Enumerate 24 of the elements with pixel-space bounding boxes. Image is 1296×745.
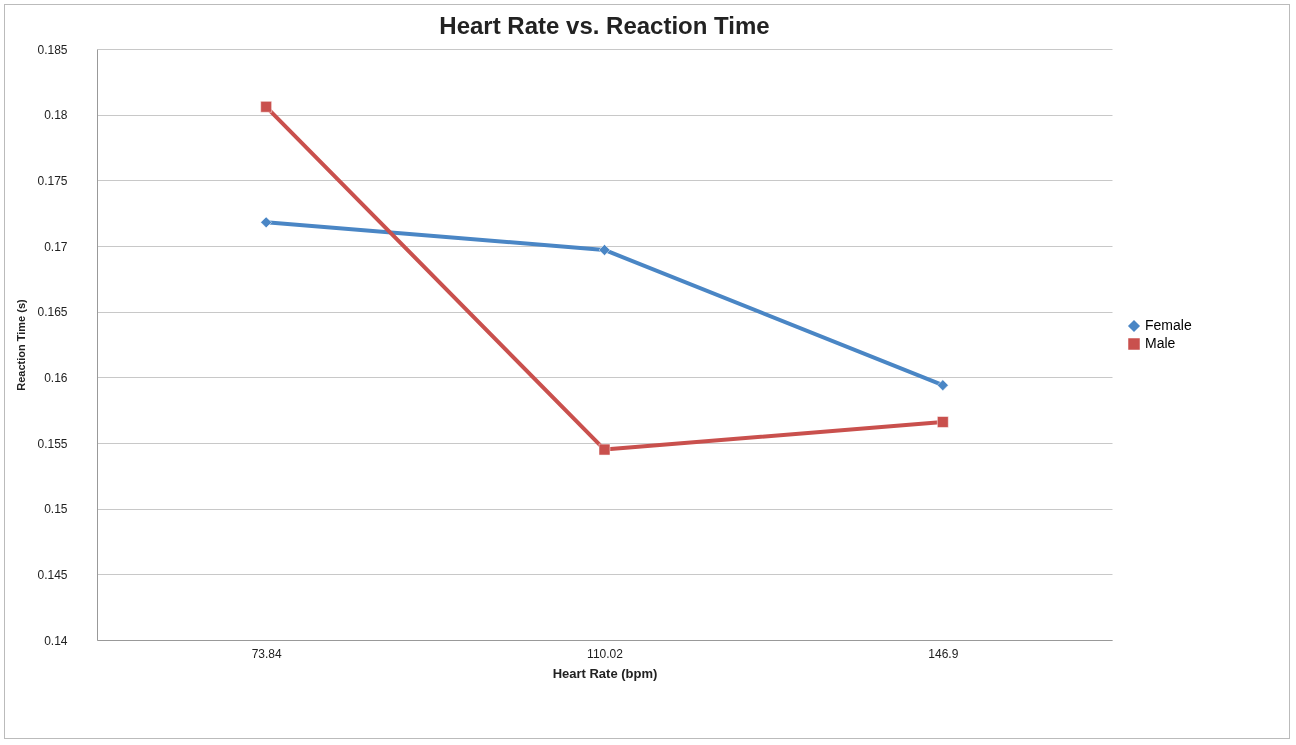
legend-label: Female — [1145, 317, 1192, 333]
point — [937, 416, 949, 428]
y-tick-label: 0.145 — [37, 567, 68, 582]
x-tick-label: 73.84 — [251, 646, 283, 661]
point — [598, 443, 611, 456]
chart-title: Heart Rate vs. Reaction Time — [439, 12, 770, 39]
point — [260, 101, 272, 113]
y-tick-label: 0.185 — [37, 42, 68, 57]
x-tick-label: 110.02 — [587, 646, 624, 661]
y-axis-title: Reaction Time (s) — [15, 298, 28, 391]
x-axis-title: Heart Rate (bpm) — [552, 665, 658, 681]
y-tick-label: 0.18 — [44, 108, 68, 123]
y-tick-label: 0.165 — [37, 305, 68, 320]
legend-label: Male — [1145, 335, 1176, 351]
y-tick-label: 0.175 — [37, 173, 68, 188]
y-tick-label: 0.16 — [44, 370, 68, 385]
x-tick-label: 146.9 — [928, 646, 959, 661]
point — [260, 216, 272, 229]
y-tick-label: 0.17 — [44, 239, 68, 254]
point — [598, 244, 611, 256]
y-tick-label: 0.15 — [44, 502, 68, 517]
point — [937, 379, 949, 391]
y-tick-label: 0.14 — [44, 633, 68, 648]
y-tick-label: 0.155 — [37, 436, 68, 451]
